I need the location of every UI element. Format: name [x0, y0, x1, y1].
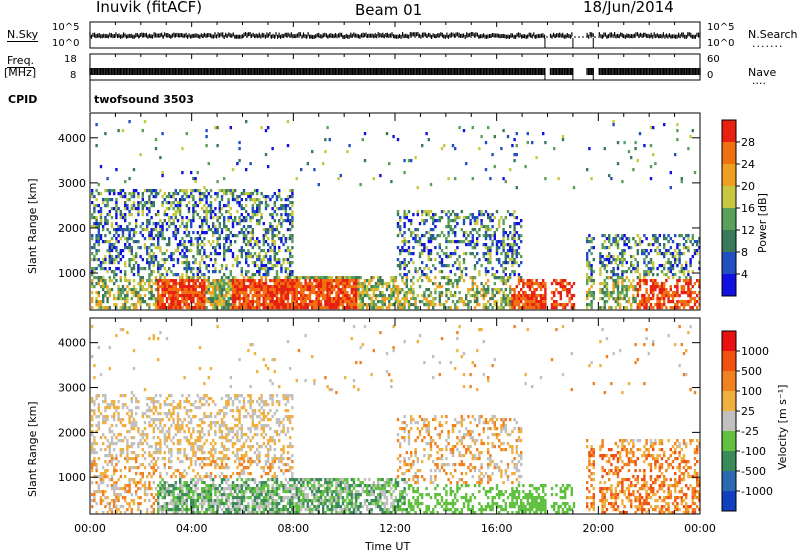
- xtick-label: 00:00: [74, 522, 106, 535]
- nsearch-tick-low: 10^0: [707, 38, 735, 49]
- power-colorbar-swatch: [722, 120, 736, 143]
- xtick-label: 20:00: [582, 522, 614, 535]
- freq-label: Freq.: [7, 54, 35, 68]
- velocity-colorbar-swatch: [722, 371, 736, 392]
- velocity-colorbar-tick-label: -25: [741, 425, 759, 438]
- nsearch-tick-high: 10^5: [707, 22, 735, 33]
- power-colorbar-tick-label: 24: [741, 158, 755, 171]
- freq-tick-high: 18: [64, 54, 77, 65]
- date-title: 18/Jun/2014: [583, 0, 674, 16]
- freq-unit: [MHz]: [4, 66, 37, 79]
- xtick-label: 16:00: [481, 522, 513, 535]
- velocity-colorbar-swatch: [722, 431, 736, 452]
- nsky-label: N.Sky: [7, 28, 39, 42]
- velocity-ytick-label: 2000: [58, 426, 86, 439]
- velocity-colorbar-swatch: [722, 491, 736, 512]
- nsky-tick-low: 10^0: [52, 38, 80, 49]
- velocity-colorbar-tick-label: 100: [741, 385, 762, 398]
- xaxis-title: Time UT: [365, 540, 411, 553]
- nave-tick-high: 60: [707, 54, 720, 65]
- cpid-value: twofsound 3503: [94, 93, 194, 106]
- velocity-colorbar-tick-label: -1000: [741, 485, 773, 498]
- power-colorbar-tick-label: 8: [741, 246, 748, 259]
- nsearch-label: N.Search: [748, 28, 798, 41]
- velocity-colorbar-swatch: [722, 451, 736, 472]
- power-heatmap-cells: [91, 120, 701, 310]
- velocity-colorbar-tick-label: -500: [741, 465, 766, 478]
- power-colorbar-swatch: [722, 164, 736, 187]
- velocity-colorbar-swatch: [722, 471, 736, 492]
- power-colorbar-swatch: [722, 252, 736, 275]
- power-ytick-label: 1000: [58, 267, 86, 280]
- xtick-label: 12:00: [379, 522, 411, 535]
- nave-label: Nave: [748, 66, 777, 79]
- velocity-colorbar-tick-label: 1000: [741, 345, 769, 358]
- nsky-tick-high: 10^5: [52, 22, 80, 33]
- power-ytick-label: 4000: [58, 132, 86, 145]
- xtick-label: 00:00: [684, 522, 716, 535]
- velocity-colorbar-tick-label: 500: [741, 365, 762, 378]
- nsky-trace: [89, 32, 701, 39]
- station-title: Inuvik (fitACF): [96, 0, 203, 16]
- velocity-ytick-label: 3000: [58, 382, 86, 395]
- power-ytick-label: 3000: [58, 177, 86, 190]
- freq-tick-low: 8: [70, 70, 77, 81]
- beam-title: Beam 01: [355, 1, 423, 19]
- velocity-ytick-label: 1000: [58, 471, 86, 484]
- velocity-colorbar-tick-label: -100: [741, 445, 766, 458]
- power-ytick-label: 2000: [58, 222, 86, 235]
- power-colorbar-swatch: [722, 186, 736, 209]
- velocity-colorbar-swatch: [722, 351, 736, 372]
- velocity-heatmap-cells: [91, 325, 701, 515]
- freq-trace: [89, 68, 701, 75]
- power-colorbar-tick-label: 20: [741, 180, 755, 193]
- power-colorbar-tick-label: 28: [741, 136, 755, 149]
- cpid-label: CPID: [8, 93, 38, 106]
- velocity-colorbar-swatch: [722, 391, 736, 412]
- velocity-colorbar-frame: [721, 330, 737, 512]
- velocity-colorbar-swatch: [722, 331, 736, 352]
- power-colorbar-swatch: [722, 230, 736, 253]
- power-colorbar-tick-label: 16: [741, 202, 755, 215]
- power-colorbar-tick-label: 12: [741, 224, 755, 237]
- xtick-label: 04:00: [176, 522, 208, 535]
- power-colorbar-swatch: [722, 142, 736, 165]
- velocity-ytick-label: 4000: [58, 337, 86, 350]
- nave-tick-low: 0: [707, 70, 714, 81]
- power-colorbar-swatch: [722, 208, 736, 231]
- velocity-colorbar-tick-label: 25: [741, 405, 755, 418]
- nsearch-dots: ·······: [752, 40, 784, 53]
- power-colorbar-swatch: [722, 274, 736, 297]
- power-colorbar-tick-label: 4: [741, 268, 748, 281]
- velocity-colorbar-swatch: [722, 411, 736, 432]
- xtick-label: 08:00: [277, 522, 309, 535]
- nave-dots: ····: [752, 77, 766, 90]
